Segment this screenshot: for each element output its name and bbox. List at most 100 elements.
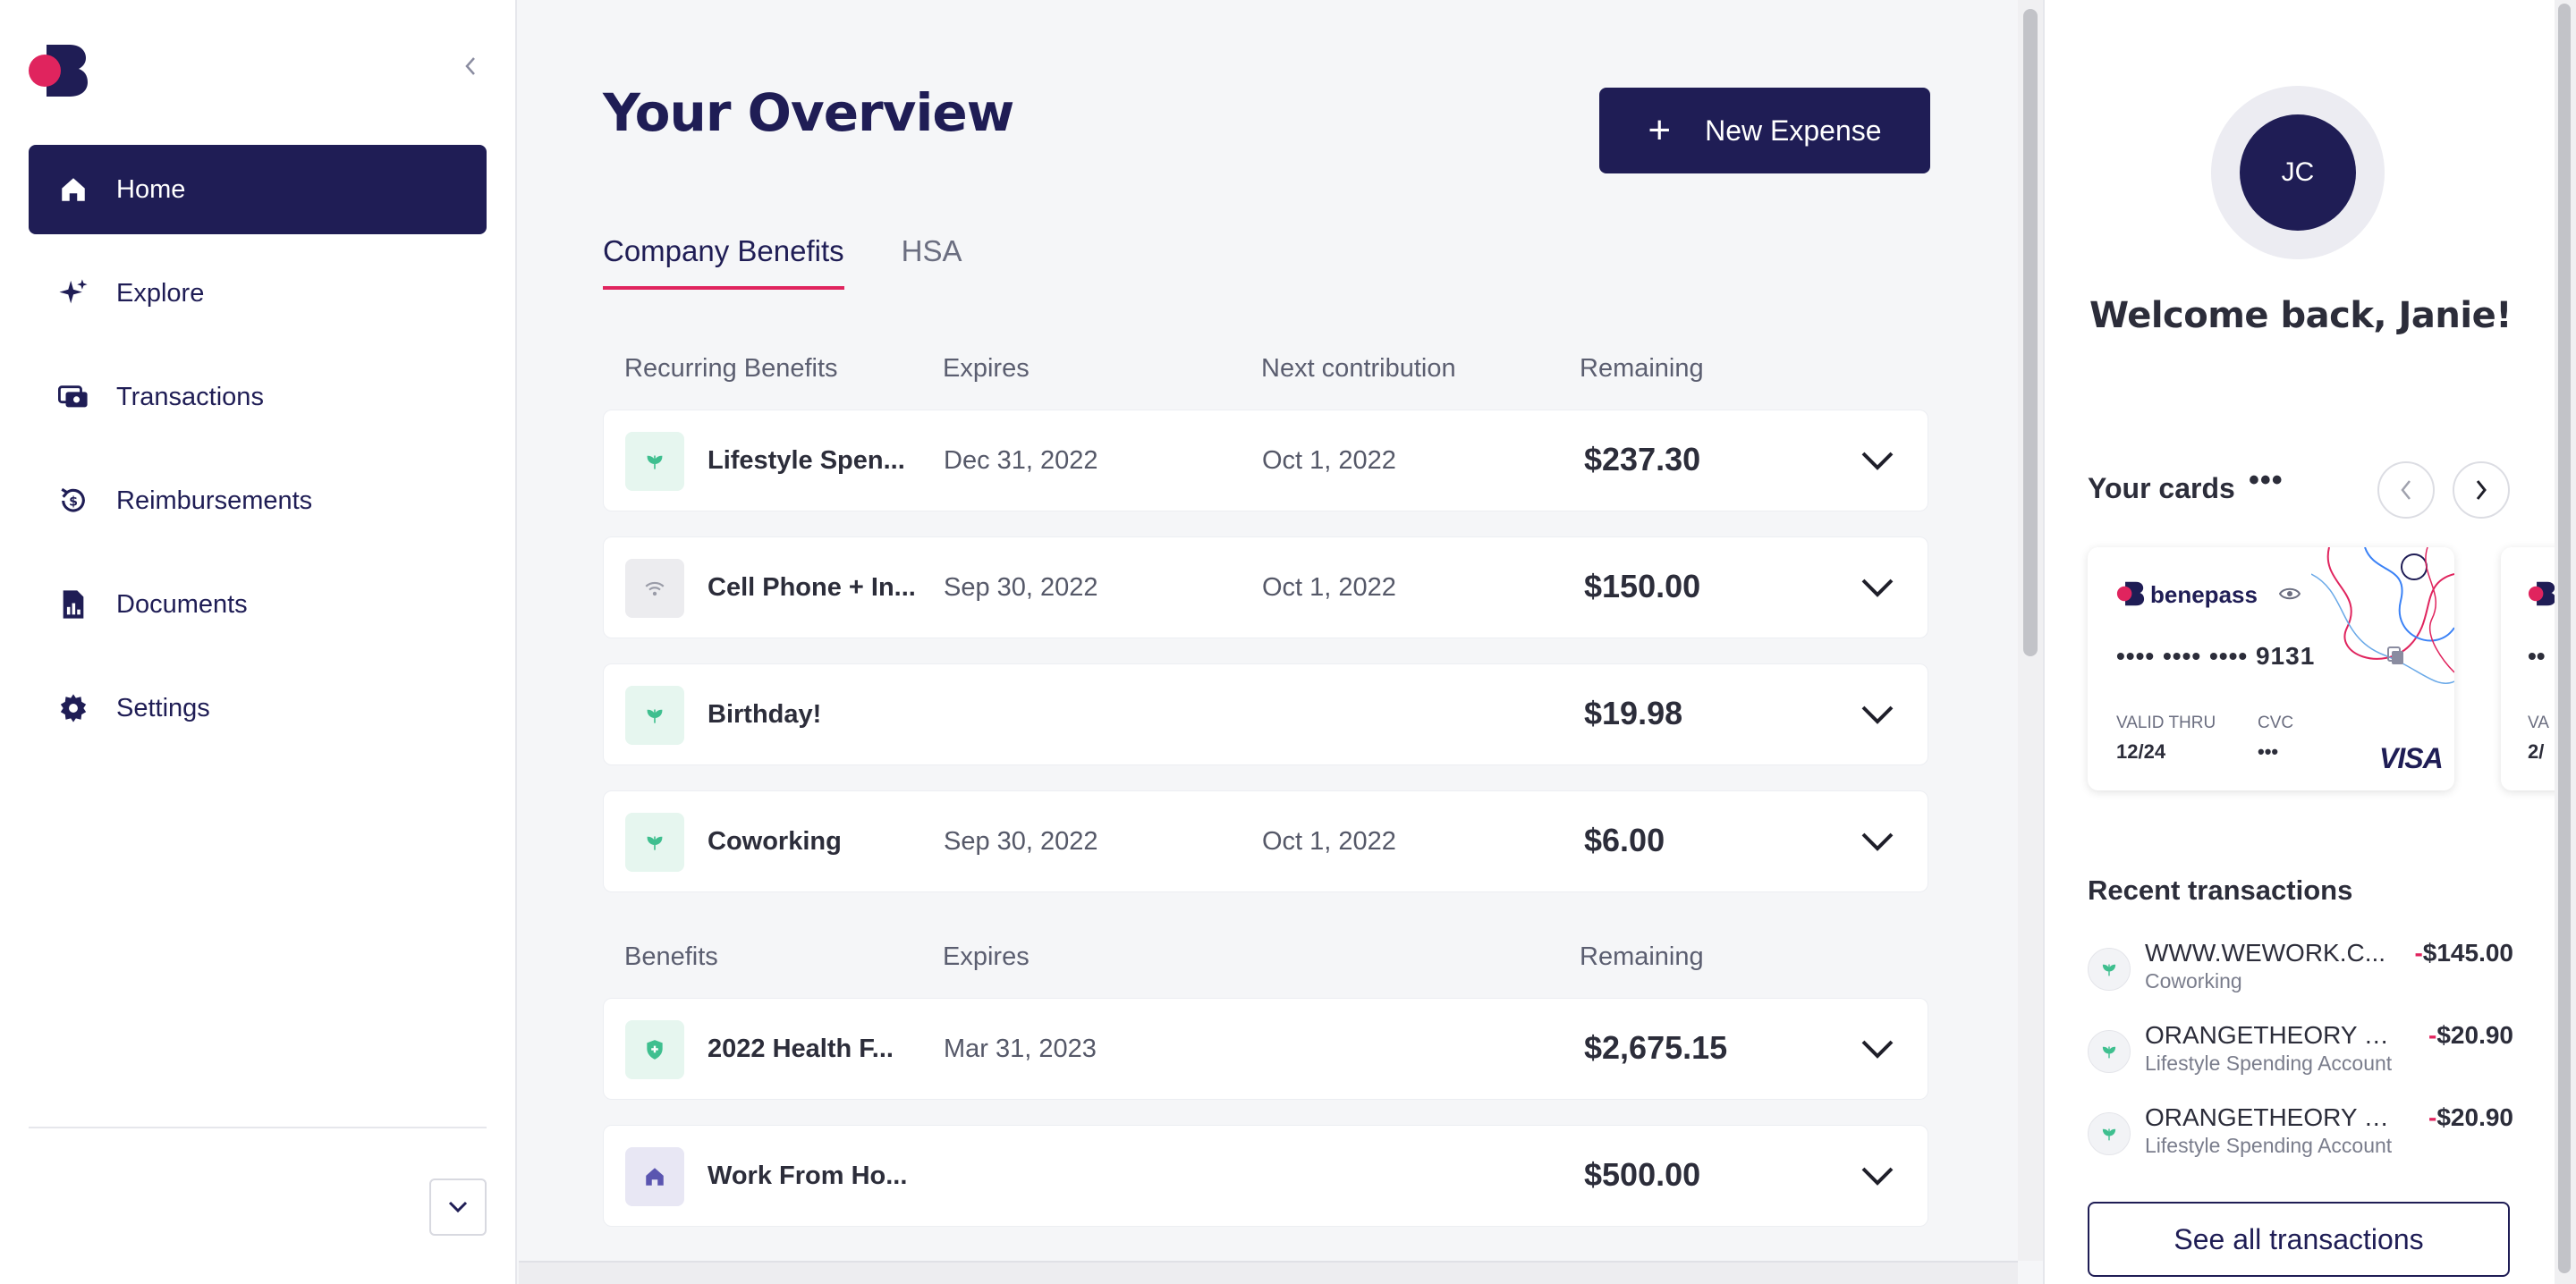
- benefit-next-contribution: Oct 1, 2022: [1262, 573, 1396, 602]
- leaf-icon: [2088, 1030, 2131, 1073]
- cvc-value: •••: [2258, 740, 2279, 763]
- amount-sign: -: [2428, 1021, 2437, 1049]
- benefit-row[interactable]: Birthday! $19.98: [603, 663, 1928, 765]
- column-header-remaining: Remaining: [1580, 942, 1704, 971]
- card-brand: benepass: [2150, 581, 2258, 608]
- benefit-row[interactable]: Work From Ho... $500.00: [603, 1125, 1928, 1227]
- benefit-next-contribution: Oct 1, 2022: [1262, 827, 1396, 856]
- benefit-tabs: Company Benefits HSA: [603, 234, 1020, 290]
- chevron-right-icon: [2476, 480, 2487, 500]
- chevron-down-icon[interactable]: [1858, 443, 1897, 478]
- next-card-button[interactable]: [2453, 461, 2510, 519]
- transaction-merchant: WWW.WEWORK.C...: [2145, 939, 2386, 967]
- column-header-expires: Expires: [943, 942, 1030, 971]
- transaction-amount: -$20.90: [2428, 1103, 2513, 1132]
- page-title: Your Overview: [603, 82, 1014, 143]
- benefit-expires: Sep 30, 2022: [944, 573, 1098, 602]
- payment-card[interactable]: benepass •••• •••• •••• 9131 VALID THRU …: [2088, 547, 2454, 790]
- chevron-down-icon[interactable]: [1858, 824, 1897, 859]
- chevron-down-icon[interactable]: [1858, 697, 1897, 732]
- recent-transactions-title: Recent transactions: [2088, 874, 2353, 906]
- benefit-name: Coworking: [708, 827, 842, 856]
- see-all-transactions-button[interactable]: See all transactions: [2088, 1202, 2510, 1277]
- leaf-icon: [625, 813, 684, 872]
- benefit-remaining: $500.00: [1584, 1156, 1701, 1193]
- new-expense-label: New Expense: [1705, 114, 1882, 147]
- chevron-left-icon: [2401, 480, 2411, 500]
- svg-text:$: $: [69, 495, 78, 510]
- column-header-expires: Expires: [943, 354, 1030, 383]
- card-number: ••: [2528, 642, 2546, 670]
- main-scrollbar-thumb[interactable]: [2023, 9, 2038, 656]
- tab-hsa[interactable]: HSA: [901, 234, 962, 267]
- cvc-label: CVC: [2258, 714, 2294, 732]
- eye-icon[interactable]: [2279, 585, 2301, 603]
- sidebar-item-documents[interactable]: Documents: [29, 560, 487, 649]
- sidebar-item-reimbursements[interactable]: $ Reimbursements: [29, 456, 487, 545]
- transaction-item[interactable]: ORANGETHEORY M... Lifestyle Spending Acc…: [2088, 1103, 2513, 1166]
- sidebar-item-label: Settings: [116, 693, 210, 722]
- sidebar-item-explore[interactable]: Explore: [29, 249, 487, 338]
- previous-card-button[interactable]: [2377, 461, 2435, 519]
- benefit-name: Work From Ho...: [708, 1162, 908, 1190]
- tab-company-benefits[interactable]: Company Benefits: [603, 234, 844, 290]
- new-expense-button[interactable]: + New Expense: [1599, 88, 1930, 173]
- chevron-left-icon[interactable]: [458, 54, 483, 79]
- amount-value: $20.90: [2436, 1103, 2513, 1131]
- transaction-merchant: ORANGETHEORY M...: [2145, 1021, 2401, 1049]
- card-decoration: [2311, 547, 2454, 684]
- transaction-amount: -$145.00: [2414, 939, 2513, 967]
- copy-icon[interactable]: [2386, 646, 2406, 667]
- benefit-expires: Mar 31, 2023: [944, 1035, 1097, 1063]
- horizontal-scrollbar: [519, 1261, 2018, 1284]
- sidebar-item-label: Home: [116, 174, 186, 204]
- avatar[interactable]: JC: [2240, 114, 2356, 231]
- home-icon: [57, 173, 89, 206]
- benepass-logo[interactable]: [27, 45, 89, 97]
- column-header-next-contribution: Next contribution: [1261, 354, 1456, 383]
- benefit-remaining: $150.00: [1584, 568, 1701, 604]
- transaction-item[interactable]: WWW.WEWORK.C... Coworking -$145.00: [2088, 939, 2513, 1001]
- amount-sign: -: [2414, 939, 2423, 967]
- benefit-name: Birthday!: [708, 700, 822, 729]
- chevron-down-icon[interactable]: [1858, 570, 1897, 605]
- amount-value: $145.00: [2422, 939, 2513, 967]
- refund-icon: $: [57, 485, 89, 517]
- column-header-recurring-benefits: Recurring Benefits: [624, 354, 838, 383]
- column-header-remaining: Remaining: [1580, 354, 1704, 383]
- benefit-name: Cell Phone + In...: [708, 573, 916, 602]
- cash-icon: [57, 381, 89, 413]
- leaf-icon: [625, 432, 684, 491]
- valid-thru-label: VA: [2528, 714, 2549, 732]
- benefit-row[interactable]: Cell Phone + In... Sep 30, 2022 Oct 1, 2…: [603, 536, 1928, 638]
- chevron-down-icon[interactable]: [1858, 1158, 1897, 1194]
- right-panel: JC Welcome back, Janie! Your cards ••• b…: [2043, 0, 2572, 1284]
- benefit-row[interactable]: 2022 Health F... Mar 31, 2023 $2,675.15: [603, 998, 1928, 1100]
- chevron-down-icon[interactable]: [429, 1178, 487, 1236]
- benefit-name: Lifestyle Spen...: [708, 446, 905, 475]
- sidebar-item-transactions[interactable]: Transactions: [29, 352, 487, 442]
- page-scrollbar-thumb[interactable]: [2558, 4, 2571, 1273]
- benefit-row[interactable]: Coworking Sep 30, 2022 Oct 1, 2022 $6.00: [603, 790, 1928, 892]
- transaction-category: Lifestyle Spending Account: [2145, 1134, 2393, 1157]
- sparkle-icon: [57, 277, 89, 309]
- valid-thru-label: VALID THRU: [2116, 714, 2216, 732]
- transaction-category: Lifestyle Spending Account: [2145, 1052, 2393, 1075]
- more-options-icon[interactable]: •••: [2249, 463, 2284, 497]
- sidebar-item-home[interactable]: Home: [29, 145, 487, 234]
- document-icon: [57, 588, 89, 621]
- benefit-remaining: $6.00: [1584, 822, 1665, 858]
- benefit-expires: Dec 31, 2022: [944, 446, 1098, 475]
- main-content: Your Overview + New Expense Company Bene…: [519, 0, 2018, 1261]
- benefit-remaining: $19.98: [1584, 695, 1683, 731]
- gear-icon: [57, 692, 89, 724]
- sidebar-item-settings[interactable]: Settings: [29, 663, 487, 753]
- transaction-item[interactable]: ORANGETHEORY M... Lifestyle Spending Acc…: [2088, 1021, 2513, 1084]
- house-icon: [625, 1147, 684, 1206]
- amount-value: $20.90: [2436, 1021, 2513, 1049]
- benefit-row[interactable]: Lifestyle Spen... Dec 31, 2022 Oct 1, 20…: [603, 410, 1928, 511]
- leaf-icon: [625, 686, 684, 745]
- benefit-remaining: $2,675.15: [1584, 1029, 1728, 1066]
- leaf-icon: [2088, 948, 2131, 991]
- chevron-down-icon[interactable]: [1858, 1031, 1897, 1067]
